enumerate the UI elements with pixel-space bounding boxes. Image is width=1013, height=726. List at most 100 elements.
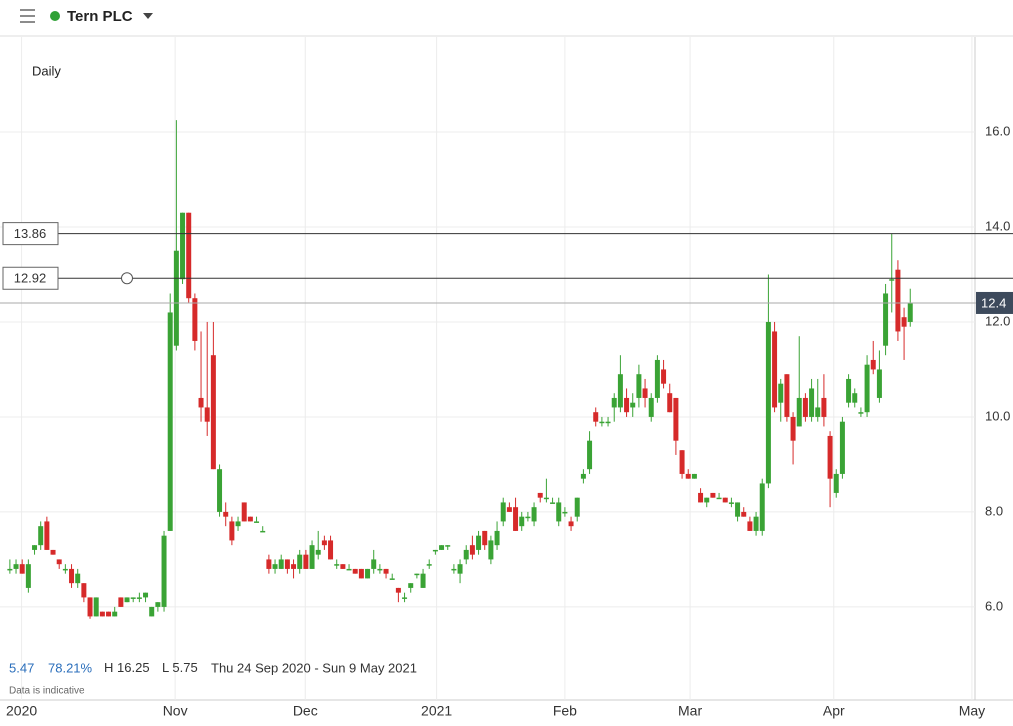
candle-body [543, 497, 549, 500]
instrument-title[interactable]: Tern PLC [67, 8, 133, 25]
candle-body [223, 511, 229, 517]
candle-body [506, 507, 512, 512]
stat-value: 5.75 [172, 660, 197, 675]
candle-body [75, 573, 81, 584]
candle-body [291, 564, 297, 569]
last-price-label: 12.4 [981, 295, 1006, 310]
candle-body [204, 407, 210, 422]
candle-body [784, 374, 790, 417]
candle-body [531, 507, 537, 522]
x-tick-label: Apr [823, 703, 845, 719]
candle-body [574, 497, 580, 517]
candle-body [38, 526, 44, 546]
grid: 6.0 8.0 10.0 12.0 14.0 16.0 2020 Nov Dec 2021 Feb M… [0, 37, 1013, 719]
candle-body [118, 597, 124, 607]
candle-body [568, 521, 574, 527]
candle-body [778, 383, 784, 403]
candle-body [278, 559, 284, 569]
candle-body [852, 393, 858, 403]
candle-body [112, 611, 118, 617]
candle-body [648, 397, 654, 417]
candle-body [654, 359, 660, 398]
dropdown-arrow[interactable] [143, 13, 153, 19]
candle-body [426, 564, 432, 566]
candle-body [383, 568, 389, 574]
candle-body [149, 606, 155, 617]
candle-body [432, 549, 438, 552]
stat-label: H [104, 660, 113, 675]
candle-body [469, 545, 475, 555]
candle-body [408, 583, 414, 588]
candle-body [358, 568, 364, 579]
candle-body [439, 545, 445, 550]
candle-body [420, 573, 426, 588]
candle-body [161, 535, 167, 607]
candle-body [907, 302, 913, 322]
candle-body [25, 564, 31, 588]
candle-body [698, 492, 704, 503]
candle-body [315, 549, 321, 555]
x-tick-label: Nov [163, 703, 188, 719]
change: 5.47 [9, 660, 34, 675]
candle-body [451, 568, 457, 571]
price-line-box [2, 222, 59, 246]
candle-body [802, 397, 808, 417]
x-tick-label: Feb [553, 703, 577, 719]
candle-body [247, 516, 253, 522]
candle-body [550, 502, 556, 504]
candle-body [624, 397, 630, 413]
candle-body [476, 535, 482, 550]
candle-body [143, 592, 149, 598]
change-percent: 78.21% [48, 660, 93, 675]
candle-body [13, 564, 19, 569]
note: Data is indicative [9, 686, 85, 697]
candle-body [821, 397, 827, 417]
candle-body [402, 597, 408, 599]
x-tick-label: 2020 [6, 703, 37, 719]
candle-body [827, 435, 833, 479]
candle-body [537, 492, 543, 498]
candle-body [192, 298, 198, 341]
candle-body [124, 597, 130, 603]
candle-body [130, 597, 136, 599]
candle-body [519, 516, 525, 527]
candle-body [106, 611, 112, 617]
low-stat: L 5.75 [162, 660, 198, 675]
candle-body [883, 293, 889, 346]
candle-body [722, 497, 728, 503]
candle-body [741, 511, 747, 517]
line-handle[interactable] [121, 272, 133, 285]
candle-body [685, 473, 691, 479]
candle-body [642, 388, 648, 398]
price-line-label: 12.92 [14, 271, 47, 286]
candle-body [93, 597, 99, 617]
candle-body [839, 421, 845, 474]
candle-body [254, 521, 260, 523]
candle-body [328, 540, 334, 560]
y-tick-label: 16.0 [985, 123, 1010, 138]
candle-body [235, 521, 241, 527]
menu-icon[interactable] [20, 9, 35, 23]
candle-body [846, 378, 852, 403]
x-tick-label: 2021 [421, 703, 452, 719]
candle-body [81, 583, 87, 598]
candle-body [457, 564, 463, 574]
candle-body [661, 369, 667, 384]
candle-body [809, 388, 815, 417]
candle-body [556, 502, 562, 522]
candle-body [858, 412, 864, 414]
candle-body [895, 269, 901, 332]
candle-body [173, 250, 179, 346]
x-tick-label: Mar [678, 703, 702, 719]
candle-body [389, 578, 395, 580]
candle-body [155, 602, 161, 607]
candle-body [334, 564, 340, 566]
candle-body [44, 521, 50, 550]
candle-body [284, 559, 290, 569]
price-line-box [2, 266, 59, 290]
candle-body [87, 597, 93, 617]
status-dot [50, 11, 60, 21]
candle-body [513, 507, 519, 531]
candle-body [136, 597, 142, 599]
